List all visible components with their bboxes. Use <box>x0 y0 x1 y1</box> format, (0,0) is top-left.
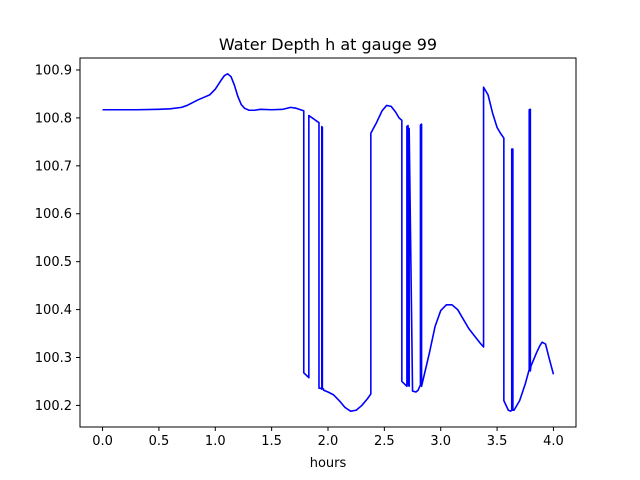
x-tick-label: 3.0 <box>430 434 451 449</box>
series-layer <box>102 73 555 412</box>
x-tick-label: 2.5 <box>374 434 395 449</box>
x-tick-label: 2.0 <box>318 434 339 449</box>
x-tick-label: 0.0 <box>92 434 113 449</box>
x-axis-label: hours <box>310 456 347 471</box>
y-tick-label: 100.3 <box>35 351 72 366</box>
series-line-0 <box>102 73 555 412</box>
y-tick-label: 100.7 <box>35 159 72 174</box>
x-tick-label: 4.0 <box>543 434 564 449</box>
y-tick-label: 100.2 <box>35 399 72 414</box>
x-tick-label: 3.5 <box>487 434 508 449</box>
y-tick-label: 100.8 <box>35 111 72 126</box>
x-tick-label: 1.0 <box>205 434 226 449</box>
x-tick-label: 1.5 <box>261 434 282 449</box>
y-axis-ticks: 100.2 100.3 100.4 100.5 100.6 100.7 100.8 100.9 <box>35 63 80 414</box>
chart-title: Water Depth h at gauge 99 <box>219 35 437 54</box>
y-tick-label: 100.5 <box>35 255 72 270</box>
y-tick-label: 100.4 <box>35 303 72 318</box>
x-tick-label: 0.5 <box>149 434 170 449</box>
y-tick-label: 100.9 <box>35 63 72 78</box>
y-tick-label: 100.6 <box>35 207 72 222</box>
x-axis-ticks: 0.0 0.5 1.0 1.5 2.0 2.5 3.0 3.5 4.0 <box>92 427 564 449</box>
